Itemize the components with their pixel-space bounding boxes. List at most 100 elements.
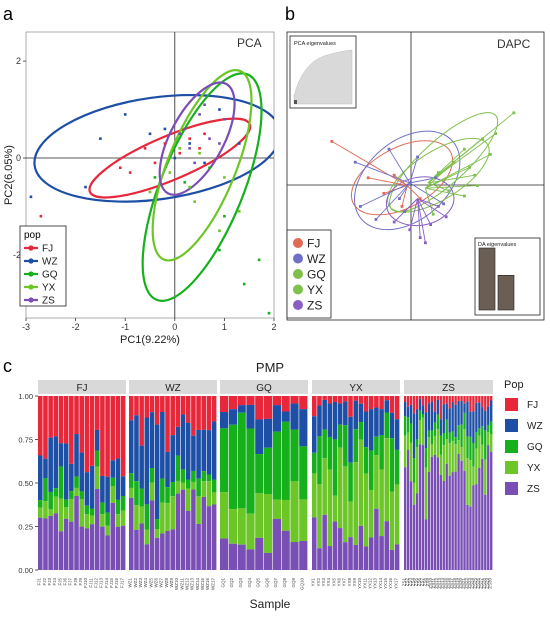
- pca-point-fj: [163, 142, 167, 145]
- pmp-bar-segment-fj: [100, 396, 105, 476]
- pca-y-tick-label: 2: [16, 56, 21, 66]
- pmp-bar-segment-gq: [451, 431, 454, 442]
- pmp-bar-segment-yx: [472, 466, 475, 486]
- pmp-bar-segment-zs: [460, 460, 463, 570]
- pmp-bar-segment-yx: [149, 482, 155, 501]
- pmp-bar-segment-yx: [457, 440, 460, 454]
- pmp-sample-label: ZS6: [416, 578, 421, 587]
- pca-legend-items: FJ WZ GQ YX ZS: [24, 244, 58, 307]
- pmp-bar-segment-zs: [327, 546, 333, 570]
- pmp-sample-label: GQ8: [282, 578, 287, 588]
- pmp-bar-segment-zs: [389, 549, 395, 570]
- dapc-point-fj: [418, 197, 422, 200]
- pmp-bar-segment-wz: [170, 435, 175, 483]
- pmp-bar-segment-wz: [165, 451, 170, 488]
- pmp-bar-segment-fj: [475, 396, 478, 403]
- pmp-bar-segment-gq: [466, 436, 469, 459]
- dapc-point-fj: [382, 192, 386, 195]
- pmp-bar-segment-yx: [48, 509, 53, 516]
- pmp-bar-segment-gq: [154, 519, 160, 530]
- pmp-bar-segment-fj: [368, 396, 374, 410]
- pca-point-zs: [193, 161, 196, 165]
- pca-ellipse-wz: [33, 93, 274, 203]
- pmp-bar-segment-yx: [353, 462, 358, 545]
- pmp-bar-segment-fj: [69, 396, 74, 464]
- pmp-bar-segment-gq: [472, 443, 475, 467]
- pmp-bar-segment-fj: [469, 396, 472, 412]
- pmp-bar-segment-wz: [463, 403, 466, 413]
- pmp-bar-segment-wz: [442, 404, 445, 434]
- pca-point-yx: [193, 200, 196, 203]
- dapc-ellipse-yx: [389, 112, 499, 213]
- pmp-bar-segment-zs: [185, 510, 191, 570]
- pmp-bar-segment-fj: [478, 396, 481, 403]
- pmp-bar-segment-wz: [281, 411, 290, 422]
- pca-ellipse-yx: [151, 69, 253, 262]
- pmp-bar-segment-zs: [463, 470, 466, 570]
- pca-point-fj: [143, 147, 147, 150]
- pmp-bar-segment-yx: [89, 515, 95, 525]
- panel-c-letter: c: [3, 356, 12, 376]
- pmp-bar-segment-yx: [139, 506, 144, 524]
- pmp-legend-title: Pop: [504, 379, 524, 391]
- pmp-bar-segment-yx: [120, 510, 126, 526]
- pca-eigen-title: PCA eigenvalues: [294, 41, 336, 47]
- pmp-bar-segment-fj: [43, 396, 48, 459]
- pmp-bar-segment-gq: [327, 436, 333, 470]
- pmp-bar-segment-fj: [175, 396, 181, 427]
- dapc-point-zs: [429, 223, 432, 226]
- pmp-legend-swatch-yx: [505, 461, 518, 474]
- pmp-bar-segment-gq: [281, 421, 290, 500]
- pmp-bar-segment-yx: [94, 466, 100, 489]
- pca-point-fj: [188, 137, 191, 140]
- pmp-bar-segment-gq: [463, 412, 466, 429]
- pca-points: [29, 103, 271, 315]
- pmp-bar-segment-gq: [84, 505, 90, 515]
- pmp-sample-label: YX15: [383, 578, 388, 590]
- dapc-point-gq: [476, 184, 479, 187]
- pmp-bar-segment-zs: [454, 471, 457, 570]
- pmp-bar-segment-zs: [466, 504, 469, 570]
- pmp-facet-zs: ZSZS1ZS2ZS3ZS4ZS5ZS6ZS7ZS8ZS9ZS10ZS11ZS1…: [401, 380, 493, 589]
- pmp-bar-segment-wz: [312, 416, 317, 453]
- pmp-sample-label: WZ16: [205, 578, 210, 590]
- pmp-bar-segment-zs: [299, 540, 308, 570]
- dapc-spoke-fj: [401, 185, 408, 207]
- pmp-bar-segment-gq: [445, 419, 448, 440]
- pmp-sample-label: ZS1: [401, 578, 406, 587]
- pmp-bar-segment-gq: [343, 425, 348, 467]
- pmp-bar-segment-fj: [144, 396, 150, 418]
- pmp-bar-segment-zs: [439, 474, 442, 570]
- pmp-bar-segment-fj: [472, 396, 475, 412]
- pmp-bar-segment-wz: [466, 401, 469, 437]
- pmp-bar-segment-fj: [110, 396, 116, 461]
- pmp-sample-label: ZS20: [458, 578, 463, 589]
- pmp-bar-segment-fj: [191, 396, 196, 436]
- pmp-bar-segment-yx: [246, 513, 255, 550]
- pmp-bar-segment-wz: [415, 409, 419, 440]
- dapc-spokes: [331, 112, 515, 243]
- pmp-bar-segment-gq: [433, 422, 437, 436]
- pmp-bar-segment-wz: [290, 403, 299, 430]
- pmp-bar-segment-fj: [290, 396, 299, 404]
- pmp-sample-label: YX4: [326, 578, 331, 587]
- pmp-bar-segment-fj: [246, 396, 255, 405]
- pmp-bar-segment-gq: [454, 437, 457, 445]
- dapc-spoke-zs: [417, 198, 421, 238]
- pmp-bar-segment-zs: [353, 544, 358, 570]
- pmp-bar-segment-gq: [94, 450, 100, 467]
- dapc-spoke-wz: [388, 148, 411, 184]
- pmp-bar-segment-wz: [180, 414, 186, 470]
- pmp-bar-segment-gq: [427, 430, 431, 438]
- pmp-bar-segment-yx: [415, 446, 419, 494]
- pmp-bar-segment-gq: [43, 477, 48, 502]
- pmp-bar-segment-zs: [427, 471, 431, 570]
- pmp-facet-strip: [404, 380, 493, 394]
- dapc-spoke-gq: [425, 187, 465, 197]
- dapc-legend-dot-zs: [293, 300, 303, 310]
- pmp-bar-segment-fj: [348, 396, 353, 417]
- pmp-sample-label: ZS26: [476, 578, 481, 589]
- pmp-sample-label: ZS21: [461, 578, 466, 589]
- dapc-points: [330, 111, 516, 245]
